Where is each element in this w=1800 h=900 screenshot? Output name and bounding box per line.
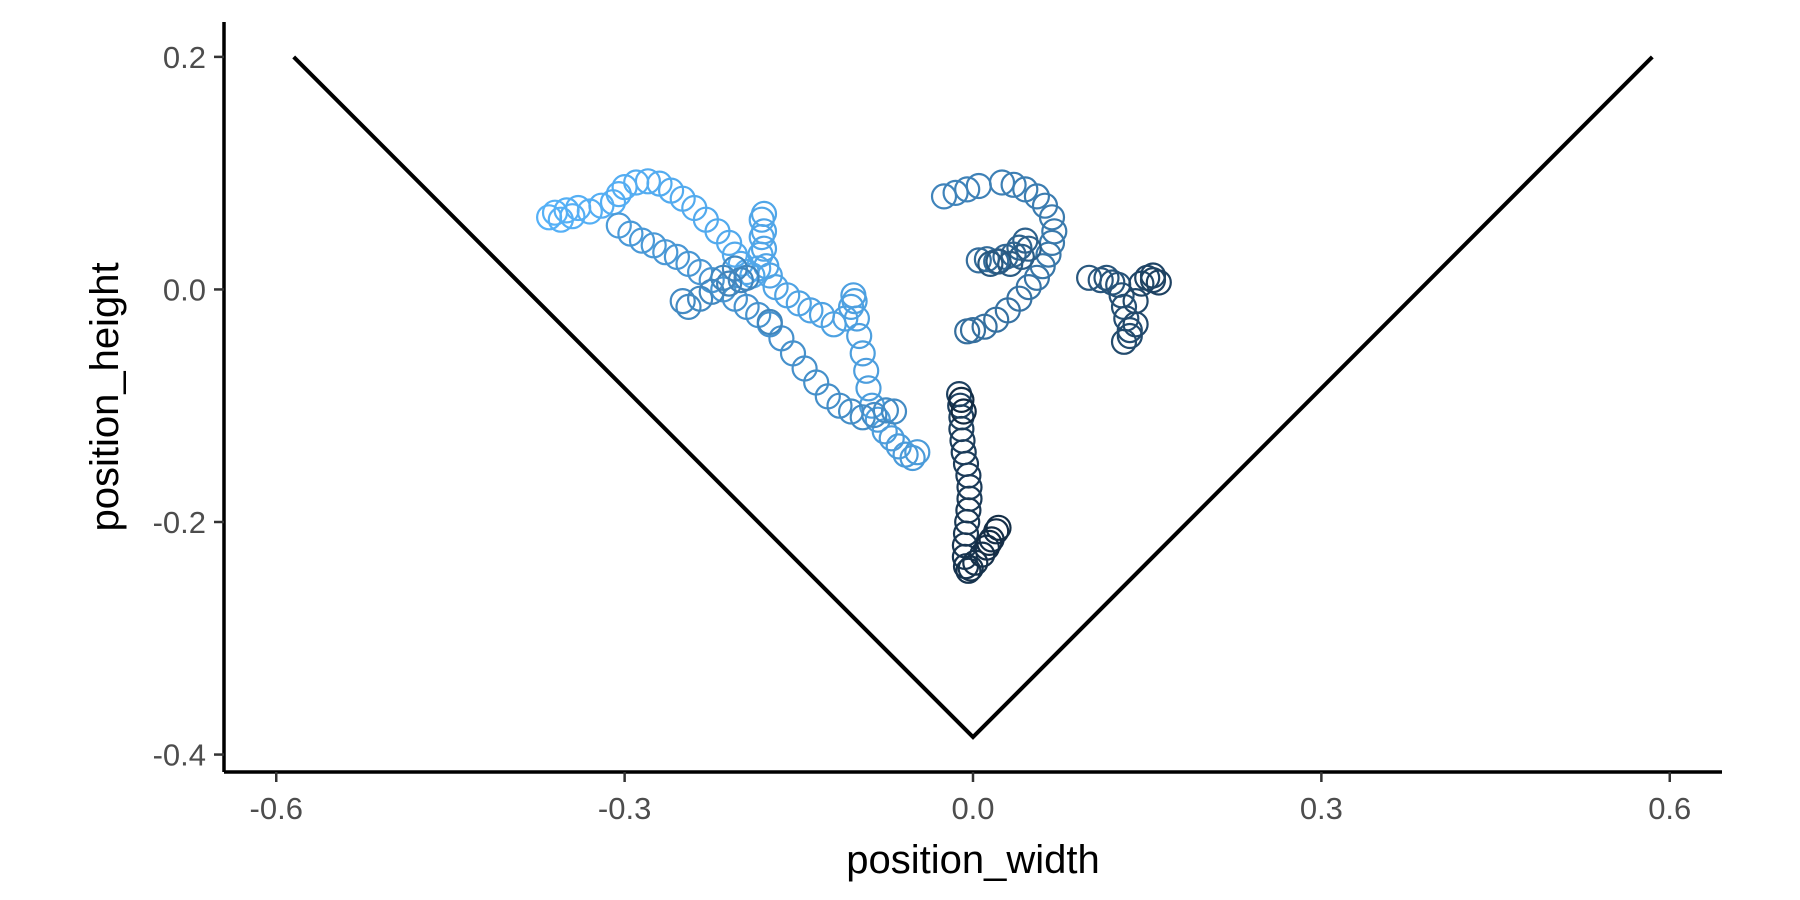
- data-point: [576, 198, 603, 225]
- data-point: [988, 169, 1016, 196]
- data-point: [634, 168, 662, 195]
- data-point: [1116, 322, 1143, 350]
- data-point: [1023, 183, 1051, 210]
- data-point: [849, 340, 876, 367]
- data-point: [628, 227, 656, 254]
- y-tick-label: -0.2: [153, 505, 206, 540]
- data-point: [715, 270, 743, 297]
- data-point: [826, 392, 853, 419]
- data-point: [942, 179, 969, 206]
- data-point: [955, 557, 982, 584]
- data-point: [797, 297, 824, 324]
- data-point: [1023, 264, 1051, 291]
- data-point: [954, 318, 981, 345]
- data-point: [950, 398, 977, 425]
- data-point: [1145, 269, 1172, 296]
- data-point: [605, 181, 632, 208]
- data-point: [878, 425, 905, 452]
- data-point: [837, 293, 865, 320]
- x-tick-label: 0.0: [951, 791, 994, 826]
- data-point: [1038, 204, 1066, 231]
- data-point: [948, 386, 975, 413]
- data-point: [971, 313, 998, 340]
- x-tick-label: -0.6: [250, 791, 303, 826]
- y-axis-title: position_height: [83, 262, 127, 531]
- data-point: [872, 397, 900, 424]
- x-tick-label: -0.3: [598, 791, 651, 826]
- data-point: [853, 357, 880, 384]
- data-point: [954, 176, 981, 203]
- data-point: [930, 183, 958, 210]
- data-point: [880, 398, 908, 425]
- data-point: [861, 401, 888, 429]
- data-point: [652, 239, 679, 266]
- data-point: [904, 439, 931, 466]
- y-tick-label: 0.0: [163, 272, 206, 307]
- data-point: [750, 235, 778, 262]
- data-point: [1116, 317, 1143, 344]
- data-point: [841, 288, 868, 315]
- data-point: [849, 404, 876, 431]
- data-point: [899, 444, 926, 472]
- data-point: [846, 322, 873, 350]
- data-point: [559, 203, 586, 230]
- data-point: [997, 250, 1024, 277]
- data-point: [977, 250, 1004, 277]
- data-point: [976, 529, 1003, 557]
- boundary-line: [292, 55, 1654, 740]
- x-axis-ticks: -0.6 -0.3 0.0 0.3 0.6: [250, 772, 1691, 826]
- data-point: [1006, 234, 1033, 261]
- data-point: [985, 514, 1012, 541]
- y-tick-label: 0.2: [163, 40, 206, 75]
- data-point: [779, 340, 807, 367]
- data-point: [756, 308, 783, 336]
- y-axis-ticks: 0.2 0.0 -0.2 -0.4: [153, 40, 224, 773]
- data-point: [715, 229, 743, 256]
- data-point: [1035, 241, 1062, 268]
- data-point: [727, 267, 754, 294]
- data-point: [855, 375, 882, 402]
- data-point: [843, 305, 871, 332]
- data-point: [750, 200, 778, 227]
- data-point: [1000, 171, 1027, 198]
- data-point: [1015, 235, 1042, 262]
- y-tick-label: -0.4: [153, 738, 206, 773]
- x-tick-label: 0.3: [1300, 791, 1343, 826]
- x-axis-title: position_width: [846, 838, 1100, 882]
- x-tick-label: 0.6: [1648, 791, 1691, 826]
- data-point: [832, 305, 859, 332]
- data-point: [1122, 288, 1149, 315]
- data-point: [750, 218, 778, 245]
- data-point: [669, 288, 696, 315]
- data-points: [535, 168, 1172, 584]
- data-point: [965, 247, 992, 274]
